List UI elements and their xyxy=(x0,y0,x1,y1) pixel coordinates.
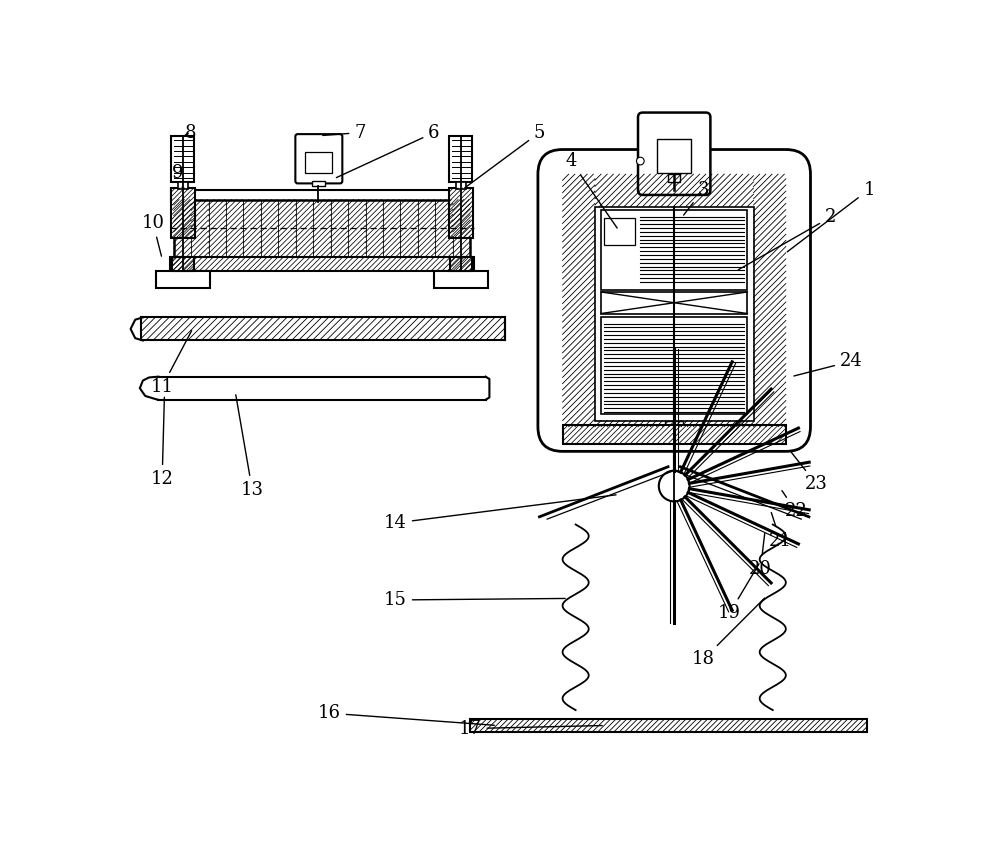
Bar xyxy=(449,188,473,238)
Text: 11: 11 xyxy=(151,331,192,396)
Bar xyxy=(171,189,472,201)
Bar xyxy=(435,200,453,257)
Bar xyxy=(226,200,243,257)
Bar xyxy=(366,200,383,257)
Text: 19: 19 xyxy=(718,564,759,622)
Text: 23: 23 xyxy=(790,450,828,493)
Text: 9: 9 xyxy=(172,164,183,189)
Text: 7: 7 xyxy=(323,124,366,141)
Text: 16: 16 xyxy=(318,704,494,725)
Bar xyxy=(331,200,348,257)
Text: 22: 22 xyxy=(782,491,807,520)
Text: 10: 10 xyxy=(141,214,164,257)
Bar xyxy=(456,182,466,189)
Bar xyxy=(601,210,747,289)
Bar xyxy=(191,200,209,257)
Bar xyxy=(601,318,747,414)
Bar xyxy=(313,200,331,257)
Bar xyxy=(174,200,470,257)
Bar xyxy=(400,200,418,257)
Bar xyxy=(171,188,195,238)
Text: 1: 1 xyxy=(787,181,875,251)
Bar xyxy=(449,136,472,182)
FancyBboxPatch shape xyxy=(638,113,710,195)
Bar xyxy=(296,200,313,257)
Text: 20: 20 xyxy=(749,534,772,579)
Bar xyxy=(453,200,470,257)
Text: 14: 14 xyxy=(384,495,616,532)
Bar xyxy=(209,200,226,257)
Bar xyxy=(243,200,261,257)
Circle shape xyxy=(636,158,644,165)
Bar xyxy=(418,200,435,257)
Bar xyxy=(170,257,474,271)
Bar xyxy=(312,181,325,187)
Text: 3: 3 xyxy=(684,181,709,215)
Bar xyxy=(563,425,786,443)
Bar xyxy=(174,200,191,257)
Bar xyxy=(305,152,332,173)
Bar xyxy=(450,257,472,271)
Text: 6: 6 xyxy=(336,124,440,177)
Text: 24: 24 xyxy=(794,352,863,376)
Text: 15: 15 xyxy=(384,591,565,609)
Text: 4: 4 xyxy=(565,152,617,228)
FancyBboxPatch shape xyxy=(538,150,810,451)
Bar xyxy=(601,292,747,313)
Bar xyxy=(278,200,296,257)
Text: 13: 13 xyxy=(236,395,264,499)
Text: 18: 18 xyxy=(692,598,765,668)
Bar xyxy=(348,200,366,257)
Text: 17: 17 xyxy=(459,720,602,738)
Text: 2: 2 xyxy=(738,208,836,269)
Bar xyxy=(665,420,683,430)
Bar xyxy=(657,139,691,172)
Bar xyxy=(172,257,194,271)
Circle shape xyxy=(659,471,690,501)
Bar xyxy=(171,136,194,182)
Bar xyxy=(668,174,680,182)
Bar xyxy=(470,719,867,732)
Text: 8: 8 xyxy=(185,124,196,141)
Bar xyxy=(178,182,188,189)
Bar xyxy=(383,200,400,257)
Bar xyxy=(156,271,210,288)
Bar xyxy=(434,271,488,288)
Text: 5: 5 xyxy=(465,124,545,188)
FancyBboxPatch shape xyxy=(295,134,342,183)
Bar xyxy=(141,318,505,340)
Text: 21: 21 xyxy=(769,512,792,549)
Text: 12: 12 xyxy=(151,397,174,488)
Bar xyxy=(595,207,754,420)
Bar xyxy=(261,200,278,257)
Bar xyxy=(604,218,635,245)
